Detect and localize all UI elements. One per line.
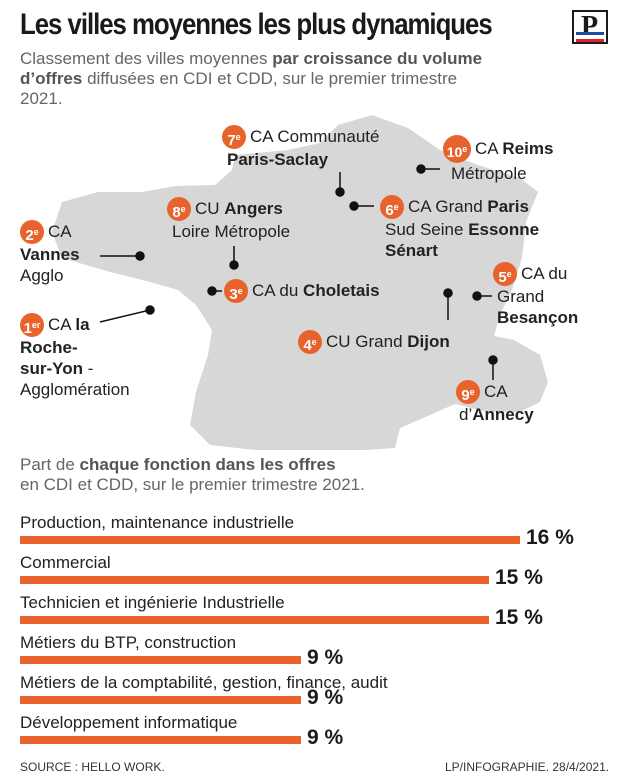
bar — [20, 536, 520, 544]
city-line: 5e CA du — [493, 262, 578, 286]
city-line: 4e CU Grand Dijon — [298, 330, 450, 354]
city-label-4: 4e CU Grand Dijon — [298, 330, 450, 354]
city-line: Sénart — [385, 241, 438, 260]
city-line: 8e CU Angers — [167, 197, 290, 221]
city-dot — [145, 305, 155, 315]
city-line: d’Annecy — [459, 405, 534, 424]
city-line: Loire Métropole — [172, 222, 291, 241]
city-dot — [488, 355, 498, 365]
city-dot — [335, 187, 345, 197]
bar — [20, 656, 301, 664]
bar-row: Technicien et ingénierie Industrielle 15 … — [20, 593, 543, 629]
bar-category-label: Métiers du BTP, construction — [20, 633, 237, 652]
city-dot — [443, 288, 453, 298]
city-dot — [416, 164, 426, 174]
leader-line — [99, 309, 151, 323]
city-dot — [207, 286, 217, 296]
bar-category-label: Métiers de la comptabilité, gestion, fin… — [20, 673, 388, 692]
city-line: Roche- — [20, 338, 78, 357]
bar-category-label: Production, maintenance industrielle — [20, 513, 295, 532]
city-line: Grand — [497, 287, 545, 306]
bar-row: Production, maintenance industrielle 16 % — [20, 513, 574, 549]
city-line: sur-Yon - — [20, 359, 94, 378]
bar-row: Métiers du BTP, construction 9 % — [20, 633, 343, 669]
city-label-2: 2e CA Vannes Agglo — [20, 220, 80, 286]
city-dot — [229, 260, 239, 270]
city-line: 2e CA — [20, 220, 80, 244]
city-label-9: 9e CA d’Annecy — [456, 380, 534, 425]
city-dot — [135, 251, 145, 261]
bar-row: Métiers de la comptabilité, gestion, fin… — [20, 673, 388, 709]
city-line: 7e CA Communauté — [222, 125, 379, 149]
city-label-7: 7e CA Communauté Paris-Saclay — [222, 125, 379, 170]
bar-category-label: Technicien et ingénierie Industrielle — [20, 593, 285, 612]
city-line: 3e CA du Choletais — [224, 279, 380, 303]
bar-row: Commercial 15 % — [20, 553, 543, 589]
rank-badge: 5e — [493, 262, 517, 286]
rank-badge: 9e — [456, 380, 480, 404]
bar — [20, 696, 301, 704]
rank-badge: 1er — [20, 313, 44, 337]
bar — [20, 736, 301, 744]
city-line: Agglomération — [20, 380, 130, 399]
rank-badge: 4e — [298, 330, 322, 354]
rank-badge: 6e — [380, 195, 404, 219]
city-label-10: 10e CA Reims Métropole — [443, 135, 553, 184]
city-label-3: 3e CA du Choletais — [224, 279, 380, 303]
bar-value-label: 9 % — [307, 726, 344, 749]
city-line: 10e CA Reims — [443, 135, 553, 163]
city-dot — [349, 201, 359, 211]
rank-badge: 10e — [443, 135, 471, 163]
city-label-6: 6e CA Grand Paris Sud Seine Essonne Sénar… — [380, 195, 539, 261]
bar-category-label: Développement informatique — [20, 713, 238, 732]
city-line: Besançon — [497, 308, 579, 327]
bar-value-label: 16 % — [526, 526, 574, 549]
bar — [20, 616, 489, 624]
city-label-8: 8e CU Angers Loire Métropole — [167, 197, 290, 242]
credit-note: LP/INFOGRAPHIE. 28/4/2021. — [445, 760, 610, 774]
subtitle: Classement des villes moyennes par crois… — [20, 49, 483, 108]
rank-badge: 2e — [20, 220, 44, 244]
source-note: SOURCE : HELLO WORK. — [20, 760, 165, 774]
city-line: 9e CA — [456, 380, 534, 404]
city-line: Métropole — [451, 164, 527, 183]
city-line: Agglo — [20, 266, 64, 285]
chart-title: Part de chaque fonction dans les offres e… — [20, 455, 365, 494]
bar-value-label: 15 % — [495, 566, 543, 589]
bar-category-label: Commercial — [20, 553, 111, 572]
le-parisien-logo: P — [572, 10, 608, 44]
city-label-5: 5e CA du Grand Besançon — [493, 262, 578, 328]
city-label-1: 1er CA la Roche- sur-Yon - Agglomération — [20, 313, 130, 400]
rank-badge: 7e — [222, 125, 246, 149]
bar-value-label: 15 % — [495, 606, 543, 629]
rank-badge: 8e — [167, 197, 191, 221]
city-line: 1er CA la — [20, 313, 130, 337]
city-line: Vannes — [20, 245, 80, 264]
rank-badge: 3e — [224, 279, 248, 303]
bar-value-label: 9 % — [307, 686, 344, 709]
bar-row: Développement informatique 9 % — [20, 713, 343, 749]
city-line: Paris-Saclay — [227, 150, 329, 169]
bar — [20, 576, 489, 584]
city-line: Sud Seine Essonne — [385, 220, 540, 239]
page-title: Les villes moyennes les plus dynamiques — [20, 8, 493, 41]
city-line: 6e CA Grand Paris — [380, 195, 539, 219]
bar-value-label: 9 % — [307, 646, 344, 669]
city-dot — [472, 291, 482, 301]
